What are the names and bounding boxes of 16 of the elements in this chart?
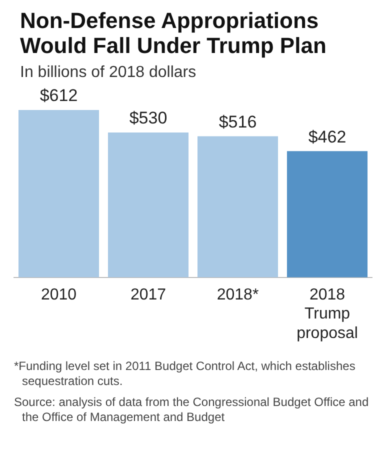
chart-subtitle: In billions of 2018 dollars	[20, 64, 198, 82]
x-tick-label: 2010	[40, 286, 77, 304]
data-label: $462	[308, 127, 346, 146]
bar	[197, 136, 278, 278]
bar	[286, 151, 368, 278]
data-label: $530	[129, 108, 168, 128]
data-label: $612	[40, 86, 78, 106]
x-tick-label: 2017	[130, 286, 166, 304]
data-label: $516	[218, 112, 257, 132]
x-tick-label: 2018*	[216, 286, 259, 304]
bar	[18, 110, 100, 278]
x-tick-label: 2018 Trump proposal	[296, 286, 358, 342]
source-note: Source: analysis of data from the Congressional Budget Office and the Office of Management and Budget	[14, 395, 370, 425]
bar	[108, 132, 189, 278]
chart-title: Non-Defense Appropriations Would Fall Under Trump Plan	[20, 8, 328, 58]
text: *Funding level set in 2011 Budget Control Act, which establishes sequestration cuts.	[14, 359, 356, 389]
